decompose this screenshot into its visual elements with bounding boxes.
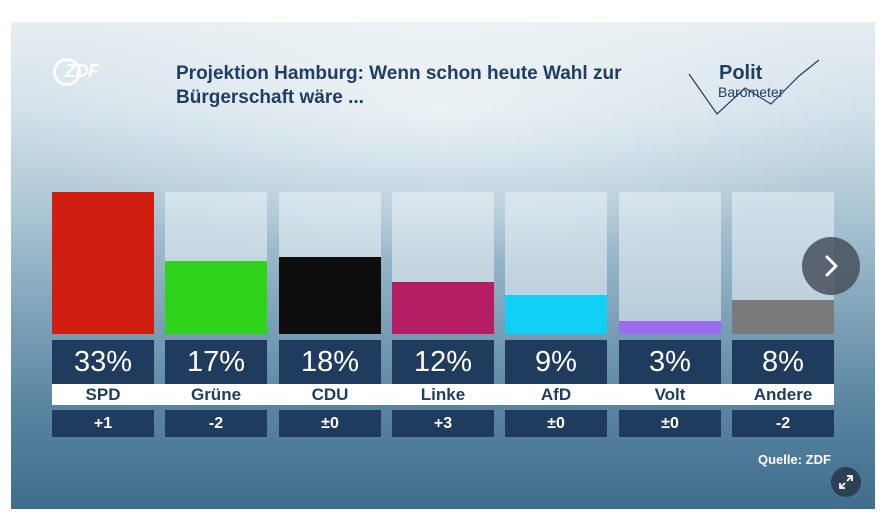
party-label-cdu: CDU (279, 384, 381, 405)
party-label-volt: Volt (619, 384, 721, 405)
value-label-cdu: 18% (279, 340, 381, 384)
change-label-gr-ne: -2 (165, 410, 267, 437)
party-label-linke: Linke (392, 384, 494, 405)
party-label-andere: Andere (732, 384, 834, 405)
change-label-linke: +3 (392, 410, 494, 437)
bar-gr-ne (165, 261, 267, 334)
value-label-spd: 33% (52, 340, 154, 384)
bar-afd (505, 295, 607, 334)
change-label-volt: ±0 (619, 410, 721, 437)
bar-cdu (279, 257, 381, 334)
value-label-afd: 9% (505, 340, 607, 384)
chart-card: ZDF Projektion Hamburg: Wenn schon heute… (11, 22, 875, 509)
politbarometer-logo: Polit Barometer (687, 56, 823, 116)
party-label-gr-ne: Grüne (165, 384, 267, 405)
chart-title: Projektion Hamburg: Wenn schon heute Wah… (176, 63, 622, 108)
next-chart-button[interactable] (802, 237, 860, 295)
bar-andere (732, 300, 834, 334)
expand-icon (839, 475, 853, 489)
value-label-linke: 12% (392, 340, 494, 384)
chevron-right-icon (825, 255, 838, 277)
change-label-cdu: ±0 (279, 410, 381, 437)
bar-chart: 33% SPD +1 17% Grüne -2 18% CDU ±0 12% Linke +3 9% Af… (11, 22, 875, 509)
polit-logo-word: Polit (719, 62, 763, 84)
source-label: Quelle: ZDF (758, 452, 831, 467)
bar-volt (619, 321, 721, 334)
bar-track-volt (619, 192, 721, 334)
zdf-logo-text: ZDF (65, 61, 99, 81)
value-label-volt: 3% (619, 340, 721, 384)
change-label-afd: ±0 (505, 410, 607, 437)
party-label-afd: AfD (505, 384, 607, 405)
change-label-spd: +1 (52, 410, 154, 437)
party-label-spd: SPD (52, 384, 154, 405)
expand-button[interactable] (831, 467, 861, 497)
bar-spd (52, 192, 154, 334)
zdf-logo: ZDF (51, 58, 109, 86)
barometer-logo-word: Barometer (718, 84, 784, 100)
bar-linke (392, 282, 494, 334)
value-label-andere: 8% (732, 340, 834, 384)
value-label-gr-ne: 17% (165, 340, 267, 384)
change-label-andere: -2 (732, 410, 834, 437)
